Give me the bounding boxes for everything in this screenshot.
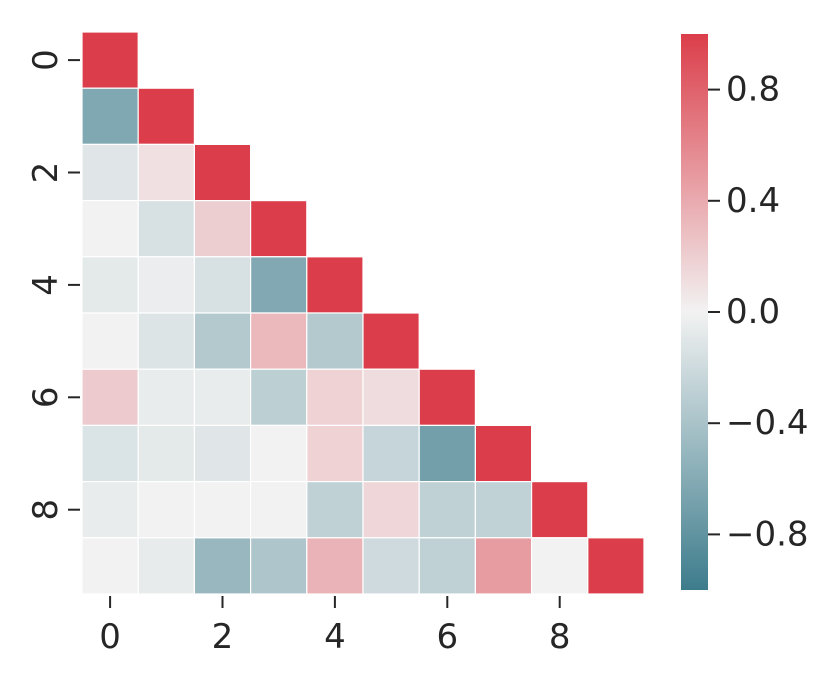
heatmap-cell: [306, 256, 364, 314]
heatmap-cell: [418, 481, 477, 539]
heatmap-cell: [362, 537, 420, 595]
heatmap-cell: [306, 537, 364, 595]
heatmap-cell: [137, 87, 195, 145]
heatmap-cells: [81, 31, 645, 595]
heatmap-cell: [193, 200, 252, 258]
heatmap-cell: [250, 424, 308, 483]
heatmap-cell: [306, 368, 364, 427]
heatmap-cell: [418, 368, 477, 427]
x-axis: 0 2 4 6 8: [99, 596, 571, 657]
heatmap-cell: [137, 424, 195, 483]
heatmap-cell: [250, 256, 308, 314]
heatmap-cell: [137, 312, 195, 370]
colorbar-tick-label: 0.8: [726, 70, 780, 110]
y-tick-label: 4: [26, 274, 66, 296]
colorbar-tick-label: 0.4: [726, 181, 780, 221]
y-tick-label: 8: [26, 499, 66, 521]
colorbar-tick-label: −0.4: [726, 403, 809, 443]
heatmap-cell: [530, 481, 589, 539]
colorbar-ticks: 0.8 0.4 0.0 −0.4 −0.8: [708, 70, 809, 554]
heatmap-cell: [81, 481, 139, 539]
heatmap-cell: [137, 256, 195, 314]
y-tick-label: 0: [26, 49, 66, 71]
heatmap-cell: [137, 368, 195, 427]
heatmap-cell: [81, 200, 139, 258]
heatmap-cell: [137, 143, 195, 202]
heatmap-cell: [474, 481, 533, 539]
heatmap-cell: [250, 368, 308, 427]
heatmap-cell: [418, 424, 477, 483]
heatmap-cell: [362, 481, 420, 539]
heatmap-cell: [137, 481, 195, 539]
x-tick-label: 8: [549, 617, 571, 657]
heatmap-cell: [81, 143, 139, 202]
heatmap-cell: [81, 424, 139, 483]
heatmap-cell: [193, 368, 252, 427]
heatmap-cell: [193, 481, 252, 539]
heatmap-cell: [193, 143, 252, 202]
heatmap-cell: [193, 312, 252, 370]
colorbar-gradient: [681, 34, 708, 590]
heatmap-cell: [250, 481, 308, 539]
heatmap-cell: [474, 424, 533, 483]
heatmap-cell: [362, 424, 420, 483]
heatmap-cell: [81, 537, 139, 595]
heatmap-cell: [587, 537, 645, 595]
heatmap-cell: [193, 256, 252, 314]
heatmap-cell: [81, 368, 139, 427]
heatmap-cell: [530, 537, 589, 595]
heatmap-cell: [81, 312, 139, 370]
y-tick-label: 2: [26, 162, 66, 184]
heatmap-cell: [306, 481, 364, 539]
y-tick-label: 6: [26, 386, 66, 408]
y-axis: 0 2 4 6 8: [26, 49, 80, 521]
x-tick-label: 4: [324, 617, 346, 657]
heatmap-cell: [250, 537, 308, 595]
heatmap-cell: [81, 31, 139, 89]
heatmap-cell: [81, 256, 139, 314]
heatmap-cell: [193, 537, 252, 595]
x-tick-label: 6: [436, 617, 458, 657]
colorbar: 0.8 0.4 0.0 −0.4 −0.8: [681, 34, 809, 590]
heatmap-cell: [362, 312, 420, 370]
heatmap-cell: [306, 424, 364, 483]
heatmap-cell: [306, 312, 364, 370]
heatmap-cell: [81, 87, 139, 145]
heatmap-cell: [362, 368, 420, 427]
heatmap-cell: [418, 537, 477, 595]
heatmap-cell: [250, 200, 308, 258]
colorbar-tick-label: 0.0: [726, 292, 780, 332]
heatmap-cell: [193, 424, 252, 483]
heatmap-cell: [137, 537, 195, 595]
x-tick-label: 2: [212, 617, 234, 657]
x-tick-label: 0: [99, 617, 121, 657]
heatmap-cell: [250, 312, 308, 370]
heatmap-cell: [474, 537, 533, 595]
colorbar-tick-label: −0.8: [726, 514, 809, 554]
heatmap-cell: [137, 200, 195, 258]
